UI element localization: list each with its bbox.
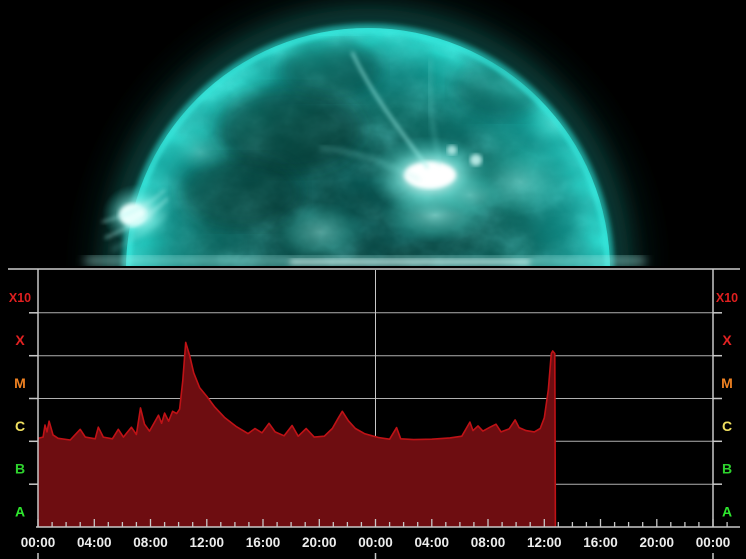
y-class-label-left-M: M	[14, 375, 26, 391]
dark-region	[280, 42, 380, 98]
x-tick-label: 20:00	[640, 535, 675, 550]
x-tick-label: 12:00	[190, 535, 225, 550]
y-class-label-right-M: M	[721, 375, 733, 391]
y-class-label-left-X: X	[15, 332, 25, 348]
x-tick-label: 12:00	[527, 535, 562, 550]
y-class-label-left-B: B	[15, 461, 25, 477]
x-tick-label: 00:00	[21, 535, 56, 550]
y-class-label-right-A: A	[722, 503, 732, 519]
x-tick-label: 00:00	[696, 535, 731, 550]
x-tick-label: 04:00	[415, 535, 450, 550]
y-class-label-left-X10: X10	[9, 291, 31, 305]
sun-image	[0, 0, 746, 266]
y-class-label-right-X: X	[722, 332, 732, 348]
x-tick-label: 20:00	[302, 535, 337, 550]
bright-region	[274, 202, 366, 262]
flux-line	[37, 341, 557, 528]
flare-core	[404, 162, 456, 188]
x-tick-label: 16:00	[583, 535, 618, 550]
y-class-label-right-B: B	[722, 461, 732, 477]
x-tick-label: 08:00	[471, 535, 506, 550]
dark-region	[180, 157, 300, 227]
y-class-label-right-C: C	[722, 418, 732, 434]
x-tick-label: 04:00	[77, 535, 112, 550]
x-tick-label: 16:00	[246, 535, 281, 550]
y-class-label-left-A: A	[15, 503, 25, 519]
bottom-glow-band	[85, 256, 645, 265]
solar-flare-active-region	[319, 51, 505, 243]
corona-glow	[91, 0, 645, 266]
limb-glow	[122, 24, 614, 266]
left-limb-flare	[101, 184, 174, 251]
dark-region	[218, 88, 362, 172]
y-class-label-left-C: C	[15, 418, 25, 434]
bright-region	[170, 130, 230, 174]
y-class-label-right-X10: X10	[716, 291, 738, 305]
x-tick-label: 08:00	[133, 535, 168, 550]
goes-xray-flux-chart: 00:00 04:00 08:00 12:00 16:00 20:00 00:00 04:00…	[0, 266, 746, 559]
x-tick-label: 00:00	[358, 535, 393, 550]
